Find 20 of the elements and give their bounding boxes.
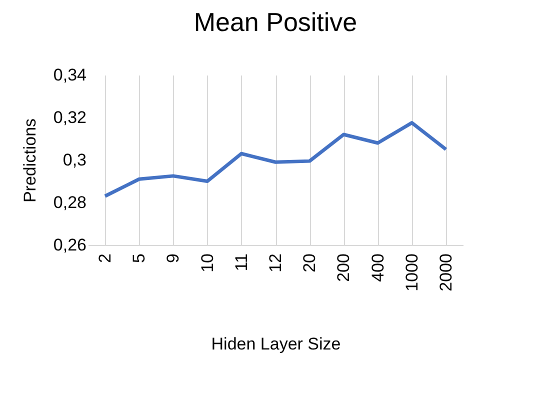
x-tick-label: 200 — [334, 254, 354, 282]
y-tick-label: 0,28 — [53, 193, 86, 212]
x-tick-label: 10 — [198, 254, 217, 272]
line-series — [103, 121, 448, 198]
x-tick-label: 12 — [266, 254, 285, 272]
x-tick-label: 5 — [130, 254, 149, 263]
y-axis-title: Predictions — [20, 118, 40, 203]
x-tick-label: 20 — [300, 254, 320, 272]
y-tick-label: 0,3 — [62, 150, 86, 170]
chart-title: Mean Positive — [194, 7, 358, 37]
x-tick-label: 400 — [368, 254, 388, 282]
y-tick-label: 0,26 — [53, 236, 86, 254]
x-axis-title: Hiden Layer Size — [211, 334, 341, 354]
y-tick-label: 0,32 — [53, 108, 86, 127]
x-tick-label: 9 — [164, 254, 183, 263]
x-tick-label: 2 — [96, 254, 115, 263]
x-tick-label: 2000 — [436, 254, 456, 292]
x-tick-label: 11 — [232, 254, 251, 272]
y-tick-label: 0,34 — [53, 66, 86, 84]
x-tick-label: 1000 — [402, 254, 422, 292]
